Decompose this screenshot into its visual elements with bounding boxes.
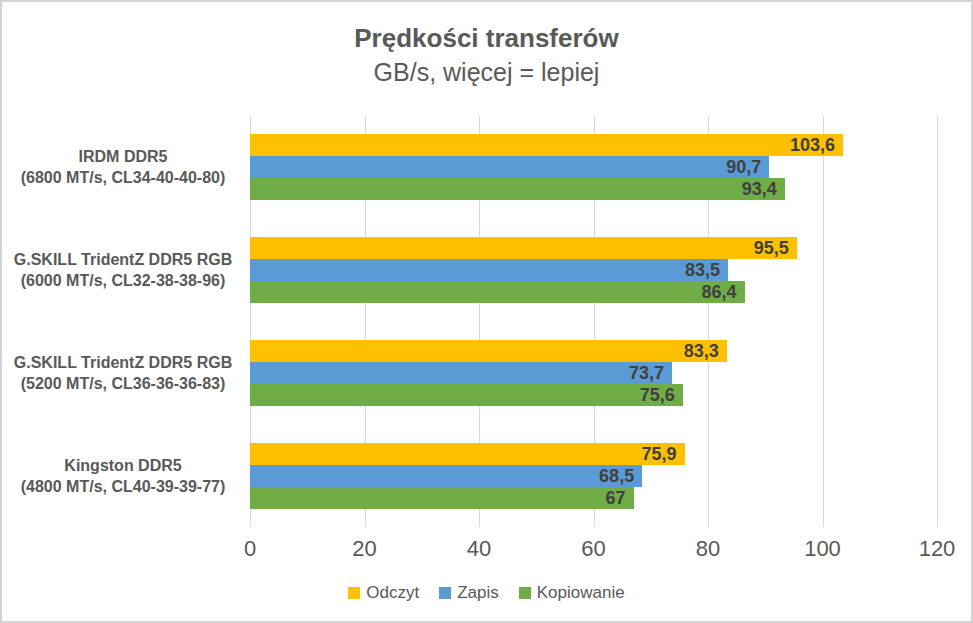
value-label: 90,7 [726,157,761,178]
bar-odczyt: 95,5 [250,237,797,259]
value-label: 67 [606,487,626,508]
x-tick-label: 100 [804,536,841,562]
x-tick-label: 0 [244,536,256,562]
legend-item-kopiowanie: Kopiowanie [519,583,625,603]
bar-zapis: 68,5 [250,465,642,487]
category-name: G.SKILL TridentZ DDR5 RGB [6,352,240,373]
value-label: 95,5 [754,238,789,259]
bar-kopiowanie: 93,4 [250,178,785,200]
value-label: 93,4 [742,179,777,200]
bar-kopiowanie: 75,6 [250,384,683,406]
legend-item-odczyt: Odczyt [348,583,419,603]
gridline [937,116,938,527]
category-spec: (6800 MT/s, CL34-40-40-80) [6,167,240,188]
legend-swatch [439,587,451,599]
legend-swatch [519,587,531,599]
x-tick-label: 20 [352,536,376,562]
chart-subtitle: GB/s, więcej = lepiej [2,58,971,87]
bar-zapis: 73,7 [250,362,672,384]
bar-zapis: 83,5 [250,259,728,281]
category-name: G.SKILL TridentZ DDR5 RGB [6,249,240,270]
bar-kopiowanie: 86,4 [250,281,745,303]
value-label: 86,4 [702,282,737,303]
bar-odczyt: 75,9 [250,443,685,465]
x-tick-label: 40 [467,536,491,562]
bar-kopiowanie: 67 [250,487,634,509]
legend-swatch [348,587,360,599]
bar-zapis: 90,7 [250,156,769,178]
category-spec: (5200 MT/s, CL36-36-36-83) [6,373,240,394]
bar-odczyt: 83,3 [250,340,727,362]
category-spec: (4800 MT/s, CL40-39-39-77) [6,476,240,497]
category-spec: (6000 MT/s, CL32-38-38-96) [6,270,240,291]
bar-odczyt: 103,6 [250,134,843,156]
value-label: 75,9 [641,443,676,464]
value-label: 75,6 [640,384,675,405]
gridline [823,116,824,527]
value-label: 83,3 [684,340,719,361]
chart: Prędkości transferów GB/s, więcej = lepi… [0,0,973,623]
category-label: Kingston DDR5(4800 MT/s, CL40-39-39-77) [6,455,240,497]
x-tick-label: 60 [581,536,605,562]
value-label: 68,5 [599,465,634,486]
value-label: 103,6 [790,135,835,156]
x-tick-label: 80 [696,536,720,562]
legend: Odczyt Zapis Kopiowanie [2,583,971,603]
category-label: IRDM DDR5(6800 MT/s, CL34-40-40-80) [6,146,240,188]
value-label: 73,7 [629,362,664,383]
category-label: G.SKILL TridentZ DDR5 RGB(5200 MT/s, CL3… [6,352,240,394]
x-tick-label: 120 [919,536,956,562]
plot-area: 103,6 90,793,4 95,5 83,586,4 83,3 73,775,6 75,… [250,116,937,527]
category-name: IRDM DDR5 [6,146,240,167]
legend-label: Kopiowanie [537,583,625,603]
value-label: 83,5 [685,260,720,281]
legend-label: Odczyt [366,583,419,603]
chart-title: Prędkości transferów [2,23,971,54]
legend-item-zapis: Zapis [439,583,499,603]
category-label: G.SKILL TridentZ DDR5 RGB(6000 MT/s, CL3… [6,249,240,291]
category-name: Kingston DDR5 [6,455,240,476]
legend-label: Zapis [457,583,499,603]
